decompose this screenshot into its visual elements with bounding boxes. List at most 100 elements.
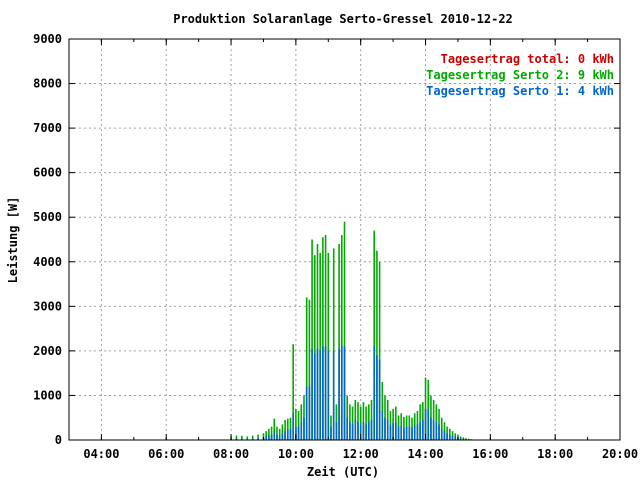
- bar-serto-1: [305, 386, 308, 440]
- bar-serto-2: [311, 239, 313, 440]
- bar-serto-2: [286, 418, 289, 440]
- bar-serto-1: [454, 436, 457, 440]
- bar-serto-1: [289, 428, 292, 440]
- bar-serto-1: [343, 346, 346, 440]
- bar-serto-2: [449, 428, 451, 440]
- bar-serto-1: [395, 422, 397, 440]
- x-tick-label: 18:00: [537, 447, 573, 461]
- bar-serto-2: [362, 402, 365, 440]
- bar-serto-1: [327, 350, 330, 440]
- bar-serto-2: [378, 261, 381, 440]
- bar-serto-1: [251, 438, 254, 440]
- bar-serto-2: [322, 237, 324, 440]
- y-tick-label: 1000: [33, 388, 62, 402]
- y-tick-label: 0: [55, 433, 62, 447]
- bar-serto-1: [349, 422, 351, 440]
- bar-serto-2: [251, 435, 254, 440]
- bar-serto-1: [416, 424, 419, 440]
- bar-serto-1: [284, 431, 286, 440]
- bar-serto-1: [319, 350, 321, 440]
- bar-serto-2: [373, 230, 376, 440]
- bar-serto-1: [432, 419, 435, 440]
- bar-serto-1: [278, 435, 281, 440]
- bar-serto-1: [341, 346, 343, 440]
- y-tick-label: 8000: [33, 77, 62, 91]
- bar-serto-1: [313, 353, 316, 440]
- bar-serto-1: [435, 422, 438, 440]
- bar-serto-2: [276, 426, 278, 440]
- y-tick-label: 5000: [33, 210, 62, 224]
- legend-entry: Tagesertrag total: 0 kWh: [441, 52, 614, 66]
- bar-serto-2: [338, 243, 340, 440]
- bar-serto-1: [335, 422, 338, 440]
- y-tick-label: 9000: [33, 32, 62, 46]
- bar-serto-1: [365, 424, 367, 440]
- x-tick-label: 12:00: [343, 447, 379, 461]
- bar-serto-1: [392, 423, 394, 440]
- plot-frame: [68, 38, 621, 441]
- bar-serto-2: [308, 299, 311, 440]
- bar-serto-2: [270, 426, 273, 440]
- x-tick-label: 08:00: [213, 447, 249, 461]
- bar-serto-1: [311, 348, 313, 440]
- bar-serto-1: [373, 346, 376, 440]
- bar-serto-2: [284, 419, 286, 440]
- y-tick-label: 6000: [33, 166, 62, 180]
- bar-serto-1: [370, 419, 373, 440]
- bar-serto-1: [413, 425, 416, 440]
- bar-serto-1: [411, 427, 413, 440]
- bar-serto-1: [397, 426, 400, 440]
- bar-serto-1: [270, 434, 273, 440]
- bar-serto-2: [343, 221, 346, 440]
- bar-serto-2: [295, 408, 297, 440]
- bar-serto-1: [322, 346, 324, 440]
- bar-serto-2: [327, 252, 330, 440]
- bar-serto-2: [365, 406, 367, 440]
- y-axis-label: Leistung [W]: [6, 197, 20, 284]
- bar-serto-1: [400, 425, 403, 440]
- bar-serto-1: [354, 419, 357, 440]
- bar-serto-1: [405, 426, 408, 440]
- x-tick-label: 16:00: [472, 447, 508, 461]
- bar-serto-2: [319, 252, 321, 440]
- bar-serto-1: [338, 348, 340, 440]
- bars-layer: [230, 221, 478, 440]
- bar-serto-2: [376, 250, 378, 440]
- bar-serto-2: [281, 424, 284, 440]
- bar-serto-1: [443, 431, 446, 440]
- bar-serto-1: [440, 428, 443, 440]
- bar-serto-2: [351, 406, 354, 440]
- bar-serto-1: [281, 433, 284, 440]
- bar-serto-1: [459, 438, 462, 440]
- y-tick-label: 4000: [33, 255, 62, 269]
- bar-serto-2: [359, 406, 362, 440]
- bar-serto-1: [273, 431, 276, 440]
- bar-serto-1: [403, 427, 405, 440]
- bar-serto-2: [446, 426, 448, 440]
- bar-serto-2: [357, 402, 359, 440]
- bar-serto-1: [419, 422, 421, 440]
- legend-entry: Tagesertrag Serto 2: 9 kWh: [426, 68, 614, 82]
- bar-serto-2: [265, 431, 267, 440]
- x-tick-label: 04:00: [83, 447, 119, 461]
- bar-serto-2: [297, 411, 300, 440]
- bar-serto-1: [351, 424, 354, 440]
- bar-serto-2: [438, 408, 440, 440]
- bar-serto-2: [241, 435, 243, 440]
- bar-serto-1: [368, 422, 370, 440]
- bar-serto-1: [276, 434, 278, 440]
- bar-serto-1: [446, 433, 448, 440]
- bar-serto-2: [316, 243, 319, 440]
- bar-serto-1: [346, 417, 348, 440]
- y-tick-label: 7000: [33, 121, 62, 135]
- bar-serto-1: [449, 434, 451, 440]
- bar-serto-1: [430, 417, 432, 440]
- bar-serto-1: [357, 422, 359, 440]
- bar-serto-1: [286, 430, 289, 440]
- bar-serto-1: [235, 438, 238, 440]
- bar-serto-1: [359, 424, 362, 440]
- bar-serto-1: [424, 408, 427, 440]
- bar-serto-1: [330, 426, 332, 440]
- bar-serto-2: [324, 235, 327, 440]
